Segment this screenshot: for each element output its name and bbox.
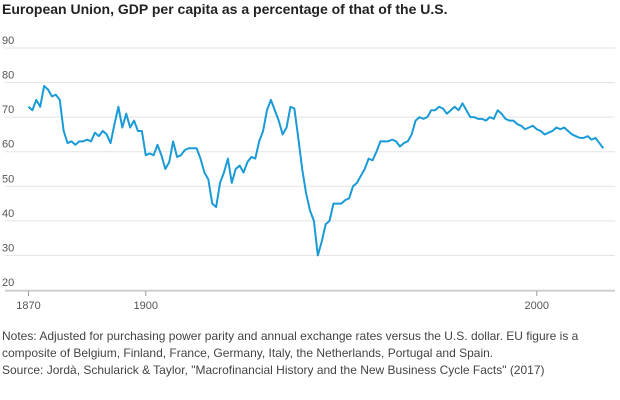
- source: Source: Jordà, Schularick & Taylor, "Mac…: [2, 363, 545, 377]
- x-tick-label: 2000: [525, 300, 549, 312]
- y-tick-label: 20: [2, 277, 14, 289]
- y-tick-label: 30: [2, 242, 14, 254]
- y-tick-label: 50: [2, 173, 14, 185]
- x-tick-label: 1900: [134, 300, 158, 312]
- y-tick-label: 60: [2, 139, 14, 151]
- data-line: [27, 85, 605, 257]
- y-tick-label: 90: [2, 35, 14, 47]
- chart-title: European Union, GDP per capita as a perc…: [2, 1, 448, 17]
- y-tick-label: 80: [2, 70, 14, 82]
- y-tick-label: 40: [2, 208, 14, 220]
- notes-block: Notes: Adjusted for purchasing power par…: [2, 328, 602, 379]
- notes: Notes: Adjusted for purchasing power par…: [2, 329, 579, 360]
- x-tick-label: 1870: [16, 300, 40, 312]
- y-tick-label: 70: [2, 104, 14, 116]
- chart: European Union, GDP per capita as a perc…: [2, 1, 615, 312]
